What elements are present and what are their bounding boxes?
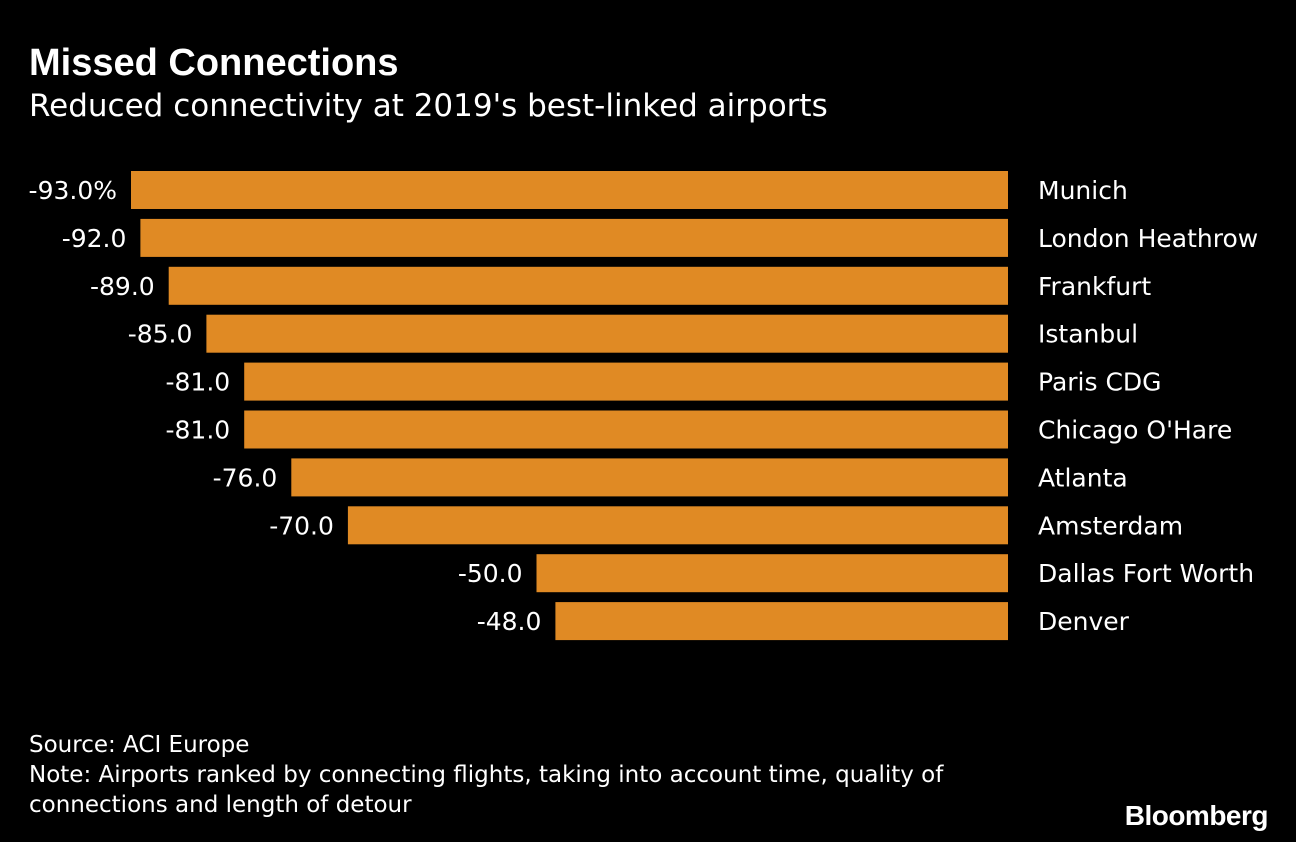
bar-7 <box>347 506 1008 545</box>
value-label-4: -81.0 <box>166 368 231 397</box>
category-label-1: London Heathrow <box>1038 224 1258 253</box>
bloomberg-logo: Bloomberg <box>1124 800 1269 831</box>
methodology-note-line-1: Note: Airports ranked by connecting flig… <box>29 762 944 788</box>
source-note: Source: ACI Europe <box>29 732 250 758</box>
category-label-6: Atlanta <box>1038 463 1128 492</box>
value-label-2: -89.0 <box>90 272 155 301</box>
bar-9 <box>555 602 1008 641</box>
value-label-3: -85.0 <box>128 320 193 349</box>
bar-6 <box>291 458 1008 497</box>
category-label-4: Paris CDG <box>1038 368 1162 397</box>
category-label-0: Munich <box>1038 176 1128 205</box>
bar-2 <box>168 266 1008 305</box>
category-label-8: Dallas Fort Worth <box>1038 559 1254 588</box>
value-label-9: -48.0 <box>477 607 542 636</box>
bar-chart: -93.0% Munich -92.0 London Heathrow -89.0 Fra… <box>29 171 1258 641</box>
value-label-0: -93.0% <box>29 176 117 205</box>
bar-4 <box>244 362 1008 401</box>
bar-8 <box>536 554 1008 593</box>
methodology-note-line-2: connections and length of detour <box>29 792 412 818</box>
bar-3 <box>206 314 1008 353</box>
chart-subtitle: Reduced connectivity at 2019's best-link… <box>29 88 828 124</box>
category-label-2: Frankfurt <box>1038 272 1151 301</box>
category-label-7: Amsterdam <box>1038 511 1183 540</box>
category-label-9: Denver <box>1038 607 1130 636</box>
chart-title: Missed Connections <box>29 42 399 84</box>
bar-5 <box>244 410 1008 449</box>
category-label-5: Chicago O'Hare <box>1038 416 1232 445</box>
value-label-1: -92.0 <box>62 224 127 253</box>
footer: Source: ACI Europe Note: Airports ranked… <box>29 730 943 820</box>
bar-0 <box>131 171 1008 209</box>
value-label-5: -81.0 <box>166 416 231 445</box>
value-label-7: -70.0 <box>269 511 334 540</box>
category-label-3: Istanbul <box>1038 320 1138 349</box>
value-label-8: -50.0 <box>458 559 523 588</box>
bar-1 <box>140 218 1008 257</box>
value-label-6: -76.0 <box>213 463 278 492</box>
